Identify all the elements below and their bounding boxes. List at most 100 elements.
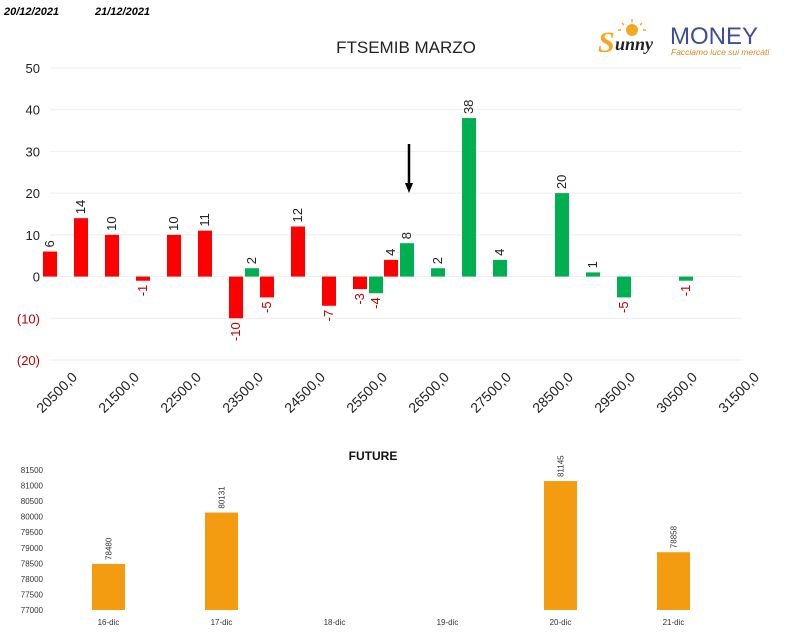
data-label: 10 <box>104 216 119 230</box>
bar <box>229 276 243 319</box>
x-tick-label: 26500,0 <box>405 369 452 416</box>
bar <box>369 276 383 294</box>
future-y-tick-label: 77500 <box>21 590 44 599</box>
bar <box>586 272 600 277</box>
future-y-tick-label: 78000 <box>21 575 44 584</box>
x-tick-label: 22500,0 <box>157 369 204 416</box>
future-data-label: 80131 <box>218 486 227 509</box>
down-arrow-icon <box>405 144 413 193</box>
data-label: 2 <box>244 257 259 264</box>
bar <box>105 234 119 277</box>
bar <box>353 276 367 290</box>
bar <box>167 234 181 277</box>
x-tick-label: 27500,0 <box>467 369 514 416</box>
sunny-money-logo: S unny MONEY Facciamo luce sui mercati <box>598 19 770 59</box>
data-label: -4 <box>368 297 383 309</box>
logo-word2: MONEY <box>670 23 758 50</box>
x-tick-label: 30500,0 <box>653 369 700 416</box>
future-y-tick-label: 79500 <box>21 528 44 537</box>
future-data-label: 81145 <box>557 455 566 477</box>
y-tick-label: 0 <box>33 270 40 285</box>
future-bar <box>92 563 125 610</box>
bar <box>260 276 274 298</box>
future-chart: FUTURE 77000 77500 78000 78500 79000 79500 800… <box>21 449 690 627</box>
data-label: -1 <box>678 285 693 297</box>
bar <box>493 259 507 277</box>
future-x-tick-label: 20-dic <box>550 618 572 627</box>
chart-title: FTSEMIB MARZO <box>336 38 476 57</box>
sun-icon <box>618 19 646 36</box>
future-bar <box>544 481 577 610</box>
x-tick-label: 24500,0 <box>281 369 328 416</box>
y-tick-label: 30 <box>26 144 40 159</box>
arrow-head <box>405 183 413 193</box>
data-label: 1 <box>585 261 600 268</box>
y-tick-label: 40 <box>26 103 40 118</box>
x-tick-label: 25500,0 <box>343 369 390 416</box>
bar <box>462 118 476 277</box>
bar <box>679 276 693 281</box>
y-tick-label: 50 <box>26 61 40 76</box>
bar <box>43 251 57 277</box>
data-label: 2 <box>430 257 445 264</box>
future-data-label: 78480 <box>105 537 114 560</box>
bar <box>617 276 631 298</box>
future-y-tick-label: 80000 <box>21 513 44 522</box>
future-y-tick-label: 77000 <box>21 606 44 615</box>
data-label: 4 <box>492 249 507 256</box>
future-y-tick-label: 78500 <box>21 559 44 568</box>
future-x-tick-label: 21-dic <box>663 618 685 627</box>
future-x-tick-label: 18-dic <box>324 618 346 627</box>
data-label: 8 <box>399 232 414 239</box>
x-tick-label: 28500,0 <box>529 369 576 416</box>
y-tick-label: (10) <box>17 311 40 326</box>
data-label: 11 <box>197 213 212 227</box>
bar <box>245 268 259 277</box>
future-x-tick-label: 19-dic <box>437 618 459 627</box>
bar <box>384 259 398 277</box>
data-label: 38 <box>461 100 476 114</box>
data-label: -5 <box>259 301 274 313</box>
x-tick-label: 21500,0 <box>95 369 142 416</box>
future-y-tick-label: 81500 <box>21 466 44 475</box>
future-x-tick-label: 16-dic <box>98 618 120 627</box>
x-tick-label: 31500,0 <box>715 369 762 416</box>
x-tick-label: 29500,0 <box>591 369 638 416</box>
future-bar <box>657 552 690 610</box>
data-label: 4 <box>383 249 398 256</box>
bar <box>400 243 414 277</box>
data-label: -1 <box>135 285 150 297</box>
data-label: 14 <box>73 200 88 214</box>
x-tick-label: 23500,0 <box>219 369 266 416</box>
data-label: -3 <box>352 293 367 305</box>
bar <box>74 218 88 277</box>
data-label: 20 <box>554 175 569 189</box>
logo-word1: unny <box>615 34 654 54</box>
data-label: -5 <box>616 301 631 313</box>
bar <box>136 276 150 281</box>
data-label: -10 <box>228 322 243 341</box>
bar <box>431 268 445 277</box>
future-bar <box>205 512 238 610</box>
data-label: 10 <box>166 216 181 230</box>
y-tick-label: 10 <box>26 228 40 243</box>
bar <box>555 193 569 277</box>
data-label: 6 <box>42 240 57 247</box>
future-y-tick-label: 81000 <box>21 482 44 491</box>
date-right: 21/12/2021 <box>95 6 151 18</box>
future-x-tick-label: 17-dic <box>211 618 233 627</box>
x-tick-label: 20500,0 <box>33 369 80 416</box>
y-tick-label: (20) <box>17 353 40 368</box>
y-tick-label: 20 <box>26 186 40 201</box>
bar <box>291 226 305 277</box>
logo-tagline: Facciamo luce sui mercati <box>671 47 770 57</box>
future-y-tick-label: 79000 <box>21 544 44 553</box>
date-left: 20/12/2021 <box>4 6 60 18</box>
data-label: -7 <box>321 310 336 322</box>
future-data-label: 78858 <box>670 525 679 548</box>
bar <box>198 230 212 277</box>
future-y-tick-label: 80500 <box>21 497 44 506</box>
data-label: 12 <box>290 208 305 222</box>
